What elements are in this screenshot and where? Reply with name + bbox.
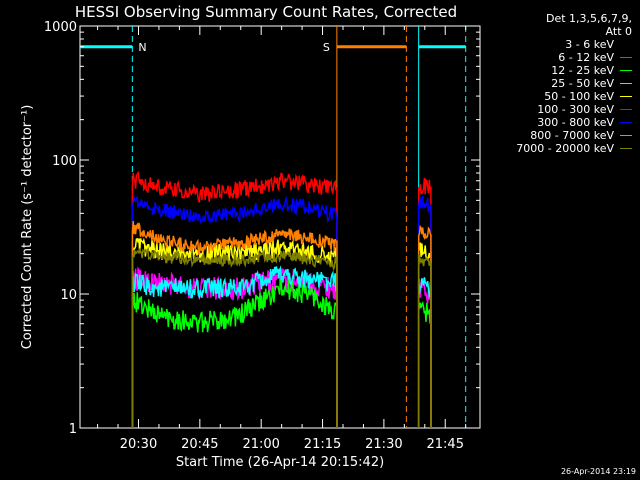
legend-swatch [620, 83, 632, 84]
legend-item: 100 - 300 keV [480, 103, 632, 116]
legend-swatch [620, 70, 632, 71]
series-line [131, 220, 338, 428]
legend-item: 6 - 12 keV [480, 51, 632, 64]
legend-item: 300 - 800 keV [480, 116, 632, 129]
y-tick-label: 100 [52, 154, 77, 169]
legend-label: 3 - 6 keV [565, 38, 614, 51]
legend: Det 1,3,5,6,7,9, Att 0 3 - 6 keV 6 - 12 k… [480, 12, 632, 155]
legend-swatch [620, 44, 632, 45]
y-axis-label: Corrected Count Rate (s⁻¹ detector⁻¹) [20, 105, 35, 350]
series-line [131, 195, 338, 428]
legend-item: 7000 - 20000 keV [480, 142, 632, 155]
legend-label: 12 - 25 keV [551, 64, 614, 77]
legend-swatch [620, 148, 632, 149]
legend-label: 6 - 12 keV [558, 51, 614, 64]
legend-label: 25 - 50 keV [551, 77, 614, 90]
legend-item: 800 - 7000 keV [480, 129, 632, 142]
x-tick-label: 21:30 [365, 437, 402, 452]
series-line [131, 248, 338, 428]
legend-swatch [620, 57, 632, 58]
legend-item: 50 - 100 keV [480, 90, 632, 103]
legend-header-1: Det 1,3,5,6,7,9, [545, 12, 632, 25]
legend-swatch [620, 135, 632, 136]
y-tick-label: 10 [60, 288, 77, 303]
legend-rows: 3 - 6 keV 6 - 12 keV 12 - 25 keV 25 - 50 ke… [480, 38, 632, 155]
series-line [417, 242, 432, 428]
x-axis: 20:30 20:45 21:00 21:15 21:30 21:45 [97, 26, 467, 452]
y-tick-label: 1000 [44, 20, 77, 35]
legend-item: 12 - 25 keV [480, 64, 632, 77]
x-axis-label: Start Time (26-Apr-14 20:15:42) [176, 455, 384, 470]
series-line [417, 277, 432, 428]
series-line [417, 277, 432, 428]
legend-swatch [620, 96, 632, 97]
series-line [131, 278, 338, 428]
plot-timestamp: 26-Apr-2014 23:19 [560, 467, 636, 476]
legend-label: 800 - 7000 keV [530, 129, 614, 142]
series-line [417, 300, 432, 428]
legend-label: 7000 - 20000 keV [516, 142, 614, 155]
chart-title: HESSI Observing Summary Count Rates, Cor… [75, 3, 457, 21]
legend-label: 300 - 800 keV [537, 116, 614, 129]
series-line [131, 170, 338, 428]
series-line [131, 265, 338, 428]
legend-item: 3 - 6 keV [480, 38, 632, 51]
legend-swatch [620, 109, 632, 110]
x-tick-label: 20:45 [181, 437, 218, 452]
legend-header-2: Att 0 [605, 25, 632, 38]
legend-label: 50 - 100 keV [544, 90, 614, 103]
legend-label: 100 - 300 keV [537, 103, 614, 116]
series-line [417, 224, 432, 428]
flag-label-S: S [323, 41, 330, 54]
plot-frame [79, 25, 481, 429]
x-tick-label: 21:15 [304, 437, 341, 452]
legend-swatch [620, 122, 632, 123]
flag-label-N: N [138, 41, 146, 54]
x-tick-label: 21:45 [427, 437, 464, 452]
series-line [417, 177, 432, 428]
series-line [417, 253, 432, 428]
series-line [417, 196, 432, 428]
x-tick-label: 21:00 [242, 437, 279, 452]
x-tick-label: 20:30 [120, 437, 157, 452]
legend-item: 25 - 50 keV [480, 77, 632, 90]
y-tick-label: 1 [69, 422, 77, 437]
series-layer [131, 170, 432, 428]
y-axis: 1 10 100 1000 [44, 20, 480, 437]
